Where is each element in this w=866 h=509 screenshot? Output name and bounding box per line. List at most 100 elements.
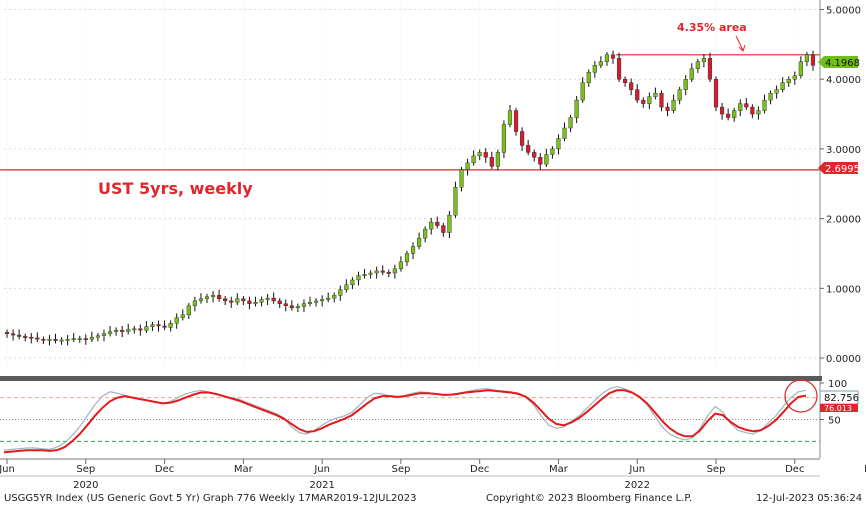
candle-body xyxy=(665,106,670,111)
osc-last-tag: 82.756 76.013 xyxy=(819,390,859,413)
candle-body xyxy=(616,58,622,80)
chart-svg: 0.0000 1.0000 2.0000 3.0000 4.0000 5.0000 UST… xyxy=(0,0,866,491)
candle-body xyxy=(647,96,652,104)
oscillator-series-line xyxy=(3,389,807,454)
last-price-tag: 4.1968 xyxy=(818,56,860,69)
candle-body xyxy=(774,89,779,94)
price-tick-label: 0.0000 xyxy=(826,354,861,365)
footer-center: Copyright© 2023 Bloomberg Finance L.P. xyxy=(486,493,693,504)
x-year-label: 2020 xyxy=(73,480,98,491)
main-panel-bg xyxy=(0,0,866,491)
candle-body xyxy=(313,300,319,303)
candle-body xyxy=(544,154,549,165)
candle-body xyxy=(677,89,682,101)
candle-body xyxy=(780,82,785,90)
x-tick-label: Sep xyxy=(707,464,726,475)
horizontal-levels xyxy=(0,54,820,171)
candle-body xyxy=(241,298,246,302)
candle-body xyxy=(586,72,591,83)
candle-body xyxy=(489,157,494,167)
candle-body xyxy=(144,326,149,331)
candle-body xyxy=(513,110,519,132)
candle-body xyxy=(768,92,773,101)
candle-body xyxy=(247,300,252,304)
candle-body xyxy=(495,152,500,167)
candle-body xyxy=(65,339,70,341)
candle-body xyxy=(598,61,603,66)
footer: USGG5YR Index (US Generic Govt 5 Yr) Gra… xyxy=(0,491,866,509)
candle-body xyxy=(798,61,803,76)
candle-body xyxy=(35,337,40,340)
candle-body xyxy=(156,324,161,327)
price-tick-label: 5.0000 xyxy=(826,5,861,16)
candle-body xyxy=(350,279,355,286)
x-year-label: 2022 xyxy=(625,480,650,491)
level-tag-label: 2.6995 xyxy=(825,164,860,175)
candle-body xyxy=(707,58,713,80)
candle-body xyxy=(483,152,488,158)
candle-body xyxy=(671,99,676,111)
oscillator-tick-label: 50 xyxy=(828,416,841,427)
candle-body xyxy=(132,328,137,331)
candle-body xyxy=(713,78,719,108)
candle-body xyxy=(289,305,294,309)
candle-body xyxy=(423,228,428,239)
candle-body xyxy=(332,295,337,299)
candlestick-series xyxy=(4,50,816,346)
oscillator-tick-label: 100 xyxy=(828,379,847,390)
candle-body xyxy=(380,270,385,273)
level-tag: 2.6995 xyxy=(818,162,860,175)
candle-body xyxy=(792,75,797,80)
candle-body xyxy=(398,261,403,270)
x-tick-label: Mar xyxy=(864,464,866,475)
candle-body xyxy=(174,317,179,324)
candle-body xyxy=(77,338,82,340)
candle-body xyxy=(53,339,58,341)
candle-body xyxy=(465,162,470,171)
candle-body xyxy=(162,325,167,328)
candle-body xyxy=(120,329,125,332)
oscillator-series xyxy=(3,385,807,454)
candle-body xyxy=(186,305,191,316)
candle-body xyxy=(683,78,688,90)
x-tick-label: Jun xyxy=(313,464,330,475)
candle-body xyxy=(11,333,16,336)
x-tick-label: Mar xyxy=(234,464,254,475)
candle-body xyxy=(338,289,343,296)
candle-body xyxy=(210,295,216,297)
candle-body xyxy=(786,78,791,83)
candle-body xyxy=(41,339,46,341)
candle-body xyxy=(29,336,34,339)
candle-body xyxy=(344,284,349,290)
chart-title: UST 5yrs, weekly xyxy=(98,179,253,198)
candle-body xyxy=(356,275,361,281)
x-tick-label: Dec xyxy=(470,464,489,475)
price-tick-label: 4.0000 xyxy=(826,75,861,86)
price-tick-label: 2.0000 xyxy=(826,215,861,226)
osc-last-label: 82.756 xyxy=(824,393,859,404)
time-x-axis: JunSepDecMarJunSepDecMarJunSepDecMarJun2… xyxy=(0,458,866,491)
candle-body xyxy=(229,300,234,303)
x-tick-label: Sep xyxy=(391,464,410,475)
x-tick-label: Mar xyxy=(549,464,569,475)
candle-body xyxy=(701,58,706,62)
candle-body xyxy=(17,334,22,337)
candle-body xyxy=(732,110,737,118)
candle-body xyxy=(744,103,749,108)
highlight-circle xyxy=(784,379,818,413)
x-tick-label: Dec xyxy=(785,464,804,475)
candle-body xyxy=(223,298,228,302)
candle-body xyxy=(265,297,270,300)
candle-body xyxy=(217,295,222,300)
candle-body xyxy=(562,127,567,139)
candle-body xyxy=(253,302,258,304)
price-tick-label: 1.0000 xyxy=(826,284,861,295)
x-tick-label: Jun xyxy=(0,464,15,475)
annotation-arrow xyxy=(735,35,744,51)
candle-body xyxy=(47,339,52,341)
candle-body xyxy=(447,214,452,233)
candle-body xyxy=(374,270,379,274)
candle-body xyxy=(726,113,731,118)
candle-body xyxy=(362,274,367,276)
candle-body xyxy=(107,331,113,334)
